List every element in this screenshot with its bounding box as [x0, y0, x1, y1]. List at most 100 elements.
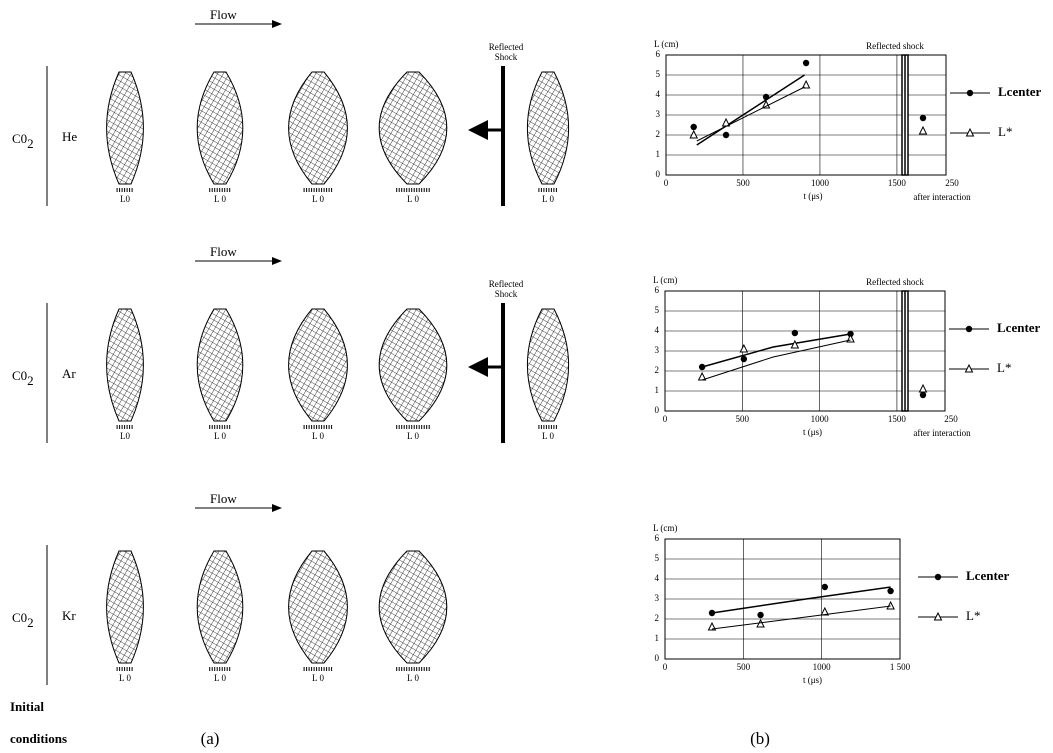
interface-mesh — [197, 72, 243, 184]
x-tick-label: 1 500 — [890, 662, 911, 672]
panel-label: (a) — [201, 729, 220, 748]
point — [691, 124, 697, 130]
gas-label: C02 — [12, 131, 34, 151]
interface-mesh — [197, 309, 243, 421]
interface-mesh — [289, 309, 348, 421]
gas-label: Ar — [62, 366, 76, 381]
interface-mesh — [289, 551, 348, 663]
scale-label: L 0 — [407, 431, 419, 441]
gas-label: He — [62, 129, 77, 144]
shock-label: Reflected shock — [866, 41, 924, 51]
x-tick-label: 1500 — [888, 178, 907, 188]
x-tick-label: 500 — [736, 178, 750, 188]
shock-arrowhead — [468, 357, 488, 377]
x-tick-label: 1000 — [811, 414, 830, 424]
y-tick-label: 2 — [656, 129, 661, 139]
y-tick-label: 4 — [655, 573, 660, 583]
interface-mesh — [107, 309, 144, 421]
y-tick-label: 5 — [655, 553, 660, 563]
y-tick-label: 5 — [655, 305, 660, 315]
scale-label: L0 — [120, 194, 130, 204]
legend-label: L* — [997, 360, 1011, 375]
y-tick-label: 6 — [656, 49, 661, 59]
point — [920, 385, 927, 392]
point — [822, 584, 828, 590]
y-axis-label: L (cm) — [653, 275, 677, 285]
shock-label: Reflected shock — [866, 277, 924, 287]
scale-label: L 0 — [214, 673, 226, 683]
shock-label: Shock — [495, 52, 518, 62]
x-tick-label: 1000 — [813, 662, 832, 672]
flow-arrowhead — [272, 257, 282, 265]
y-tick-label: 6 — [655, 533, 660, 543]
x-tick-label: 0 — [663, 414, 668, 424]
panel-label: (b) — [750, 729, 770, 748]
y-tick-label: 6 — [655, 285, 660, 295]
y-tick-label: 5 — [656, 69, 661, 79]
legend-label: Lcenter — [966, 568, 1010, 583]
interface-mesh — [107, 72, 144, 184]
x-tick-label: 1000 — [811, 178, 830, 188]
shock-label: Shock — [495, 289, 518, 299]
fit-line — [697, 75, 805, 145]
point — [792, 330, 798, 336]
gas-label: Kr — [62, 608, 76, 623]
interface-mesh — [527, 72, 568, 184]
scale-label: L0 — [120, 431, 130, 441]
point — [920, 115, 926, 121]
y-tick-label: 3 — [656, 109, 661, 119]
scale-label: L 0 — [119, 673, 131, 683]
y-tick-label: 3 — [655, 593, 660, 603]
x-axis-label: t (μs) — [803, 191, 822, 201]
point — [935, 574, 941, 580]
shock-arrowhead — [468, 120, 488, 140]
gas-text: C0 — [12, 368, 27, 383]
gas-subscript: 2 — [27, 136, 34, 151]
x-tick-label: 500 — [737, 662, 751, 672]
point — [690, 131, 697, 138]
interface-mesh — [289, 72, 348, 184]
flow-arrowhead — [272, 20, 282, 28]
interface-mesh — [107, 551, 144, 663]
y-tick-label: 0 — [655, 405, 660, 415]
initial-label: conditions — [10, 731, 67, 746]
gas-label: C02 — [12, 610, 34, 630]
scale-label: L 0 — [542, 431, 554, 441]
after-label: after interaction — [913, 192, 971, 202]
y-axis-label: L (cm) — [654, 39, 678, 49]
scale-label: L 0 — [214, 194, 226, 204]
legend-label: L* — [998, 124, 1012, 139]
initial-label: Initial — [10, 699, 44, 714]
after-tick-label: 250 — [944, 414, 958, 424]
scale-label: L 0 — [407, 673, 419, 683]
flow-arrowhead — [272, 504, 282, 512]
point — [723, 132, 729, 138]
gas-text: C0 — [12, 131, 27, 146]
y-tick-label: 3 — [655, 345, 660, 355]
y-tick-label: 2 — [655, 613, 660, 623]
interface-mesh — [527, 309, 568, 421]
point — [966, 326, 972, 332]
x-axis-label: t (μs) — [803, 427, 822, 437]
scale-label: L 0 — [312, 431, 324, 441]
point — [920, 127, 927, 134]
point — [887, 602, 894, 609]
y-tick-label: 2 — [655, 365, 660, 375]
point — [740, 345, 747, 352]
point — [887, 588, 893, 594]
x-tick-label: 1500 — [888, 414, 907, 424]
shock-label: Reflected — [489, 42, 524, 52]
gas-subscript: 2 — [27, 373, 34, 388]
point — [757, 612, 763, 618]
scale-label: L 0 — [407, 194, 419, 204]
gas-text: C0 — [12, 610, 27, 625]
y-axis-label: L (cm) — [653, 523, 677, 533]
y-tick-label: 0 — [656, 169, 661, 179]
y-tick-label: 0 — [655, 653, 660, 663]
shock-label: Reflected — [489, 279, 524, 289]
interface-mesh — [197, 551, 243, 663]
flow-label: Flow — [210, 244, 237, 259]
point — [967, 90, 973, 96]
fit-line — [702, 334, 850, 367]
gas-label: C02 — [12, 368, 34, 388]
